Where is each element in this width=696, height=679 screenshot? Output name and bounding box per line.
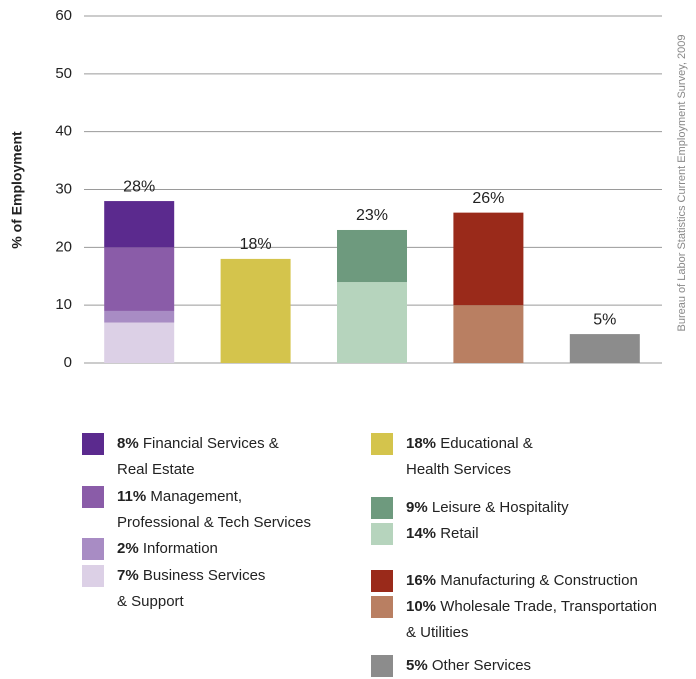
legend-swatch (82, 433, 104, 455)
total-label: 26% (472, 190, 504, 207)
legend-value: 11% (117, 488, 147, 505)
bar-segment (104, 322, 175, 363)
legend-name: Financial Services & Real Estate (117, 435, 279, 478)
legend-swatch (371, 523, 393, 545)
bar-segment (337, 282, 407, 363)
legend-value: 16% (406, 572, 437, 589)
legend-value: 9% (406, 499, 428, 516)
legend-item: 10% Wholesale Trade, Transportation & Ut… (371, 594, 657, 646)
legend-item: 5% Other Services (371, 653, 531, 679)
legend-text: 8% Financial Services & Real Estate (117, 431, 279, 483)
legend-swatch (82, 538, 104, 560)
legend-text: 5% Other Services (406, 653, 531, 679)
legend-item: 7% Business Services & Support (82, 563, 265, 615)
total-label: 5% (593, 311, 616, 328)
legend-name: Management, Professional & Tech Services (117, 488, 311, 531)
y-tick-label: 10 (55, 296, 72, 313)
source: Bureau of Labor Statistics Current Emplo… (676, 35, 688, 332)
legend-swatch (82, 565, 104, 587)
legend-text: 14% Retail (406, 521, 479, 547)
legend-text: 11% Management, Professional & Tech Serv… (117, 484, 311, 536)
legend-item: 9% Leisure & Hospitality (371, 495, 569, 521)
y-tick-label: 50 (55, 65, 72, 82)
bar-segment (104, 201, 175, 248)
y-tick-label: 40 (55, 123, 72, 140)
bar-segment (104, 310, 175, 323)
legend-value: 5% (406, 657, 428, 674)
y-tick-label: 30 (55, 180, 72, 197)
total-label: 18% (240, 236, 272, 253)
legend-name: Retail (440, 525, 479, 542)
legend-item: 18% Educational & Health Services (371, 431, 533, 483)
legend-text: 10% Wholesale Trade, Transportation & Ut… (406, 594, 657, 646)
legend-name: Leisure & Hospitality (431, 499, 569, 516)
legend-name: Educational & Health Services (406, 435, 533, 478)
y-axis-label: % of Employment (9, 131, 25, 249)
legend-name: Information (142, 540, 218, 557)
legend-swatch (371, 433, 393, 455)
legend-text: 18% Educational & Health Services (406, 431, 533, 483)
bar-segment (104, 247, 175, 311)
y-tick-label: 20 (55, 238, 72, 255)
total-label: 23% (356, 207, 388, 224)
legend-swatch (371, 497, 393, 519)
legend-name: Business Services & Support (117, 567, 266, 610)
bar-segment (453, 212, 524, 306)
legend-text: 9% Leisure & Hospitality (406, 495, 569, 521)
legend-value: 14% (406, 525, 437, 542)
legend-swatch (82, 486, 104, 508)
legend-name: Wholesale Trade, Transportation & Utilit… (406, 598, 657, 641)
legend-value: 10% (406, 598, 437, 615)
bar-segment (453, 305, 524, 363)
bar-segment (337, 229, 407, 283)
y-tick-label: 60 (55, 7, 72, 24)
legend-swatch (371, 596, 393, 618)
legend-value: 18% (406, 435, 437, 452)
legend-value: 8% (117, 435, 139, 452)
bar-segment (569, 334, 640, 363)
legend-item: 2% Information (82, 536, 218, 562)
legend-name: Other Services (431, 657, 532, 674)
legend-item: 16% Manufacturing & Construction (371, 568, 638, 594)
legend-value: 7% (117, 567, 139, 584)
legend-value: 2% (117, 540, 139, 557)
legend-swatch (371, 570, 393, 592)
legend-text: 16% Manufacturing & Construction (406, 568, 638, 594)
legend-name: Manufacturing & Construction (440, 572, 638, 589)
legend-item: 14% Retail (371, 521, 479, 547)
total-label: 28% (123, 178, 155, 195)
legend-swatch (371, 655, 393, 677)
bar-segment (220, 258, 291, 363)
legend-text: 7% Business Services & Support (117, 563, 265, 615)
legend-text: 2% Information (117, 536, 218, 562)
legend-item: 8% Financial Services & Real Estate (82, 431, 279, 483)
y-tick-label: 0 (64, 354, 72, 371)
legend-item: 11% Management, Professional & Tech Serv… (82, 484, 311, 536)
